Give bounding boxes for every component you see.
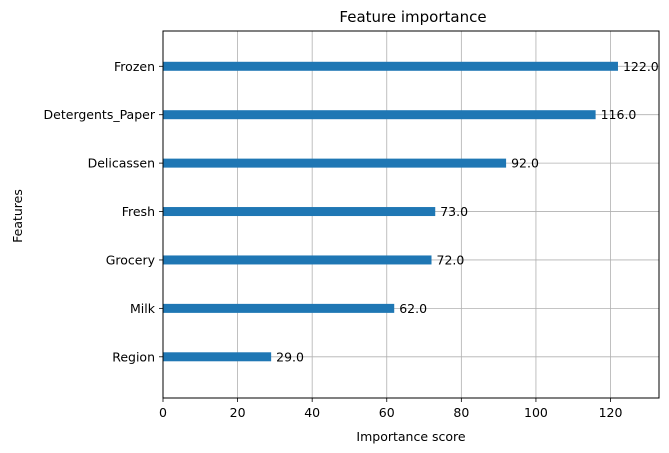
data-label: 92.0	[511, 156, 539, 171]
bar	[163, 207, 436, 217]
bar	[163, 61, 618, 71]
data-label: 73.0	[440, 204, 468, 219]
y-tick-label: Milk	[130, 301, 156, 316]
plot-frame	[162, 30, 660, 399]
data-label: 116.0	[601, 107, 637, 122]
bars	[163, 61, 618, 362]
data-labels: 29.0 62.0 72.0 73.0 92.0 116.0 122.0	[276, 59, 659, 365]
x-tick-label: 80	[453, 405, 469, 420]
data-label: 122.0	[623, 59, 659, 74]
y-tick-label: Fresh	[122, 204, 155, 219]
data-label: 29.0	[276, 349, 304, 364]
x-axis-ticks: 0 20 40 60 80 100 120	[159, 398, 622, 420]
y-axis-label: Features	[10, 189, 25, 243]
x-tick-label: 120	[599, 405, 623, 420]
x-axis-label: Importance score	[356, 429, 466, 444]
y-tick-label: Detergents_Paper	[44, 107, 156, 122]
x-tick-label: 100	[524, 405, 548, 420]
x-tick-label: 0	[159, 405, 167, 420]
bar	[163, 110, 596, 120]
chart-title: Feature importance	[339, 8, 486, 26]
y-tick-label: Delicassen	[88, 156, 155, 171]
bar	[163, 303, 395, 313]
x-tick-label: 20	[230, 405, 246, 420]
data-label: 62.0	[399, 301, 427, 316]
y-axis-ticks: Region Milk Grocery Fresh Delicassen Detergen…	[44, 59, 163, 364]
y-tick-label: Frozen	[114, 59, 155, 74]
bar	[163, 158, 507, 168]
data-label: 72.0	[437, 252, 465, 267]
y-tick-label: Grocery	[106, 252, 156, 267]
y-tick-label: Region	[112, 349, 155, 364]
bar	[163, 255, 432, 265]
x-tick-label: 60	[379, 405, 395, 420]
x-tick-label: 40	[304, 405, 320, 420]
bar	[163, 352, 272, 362]
